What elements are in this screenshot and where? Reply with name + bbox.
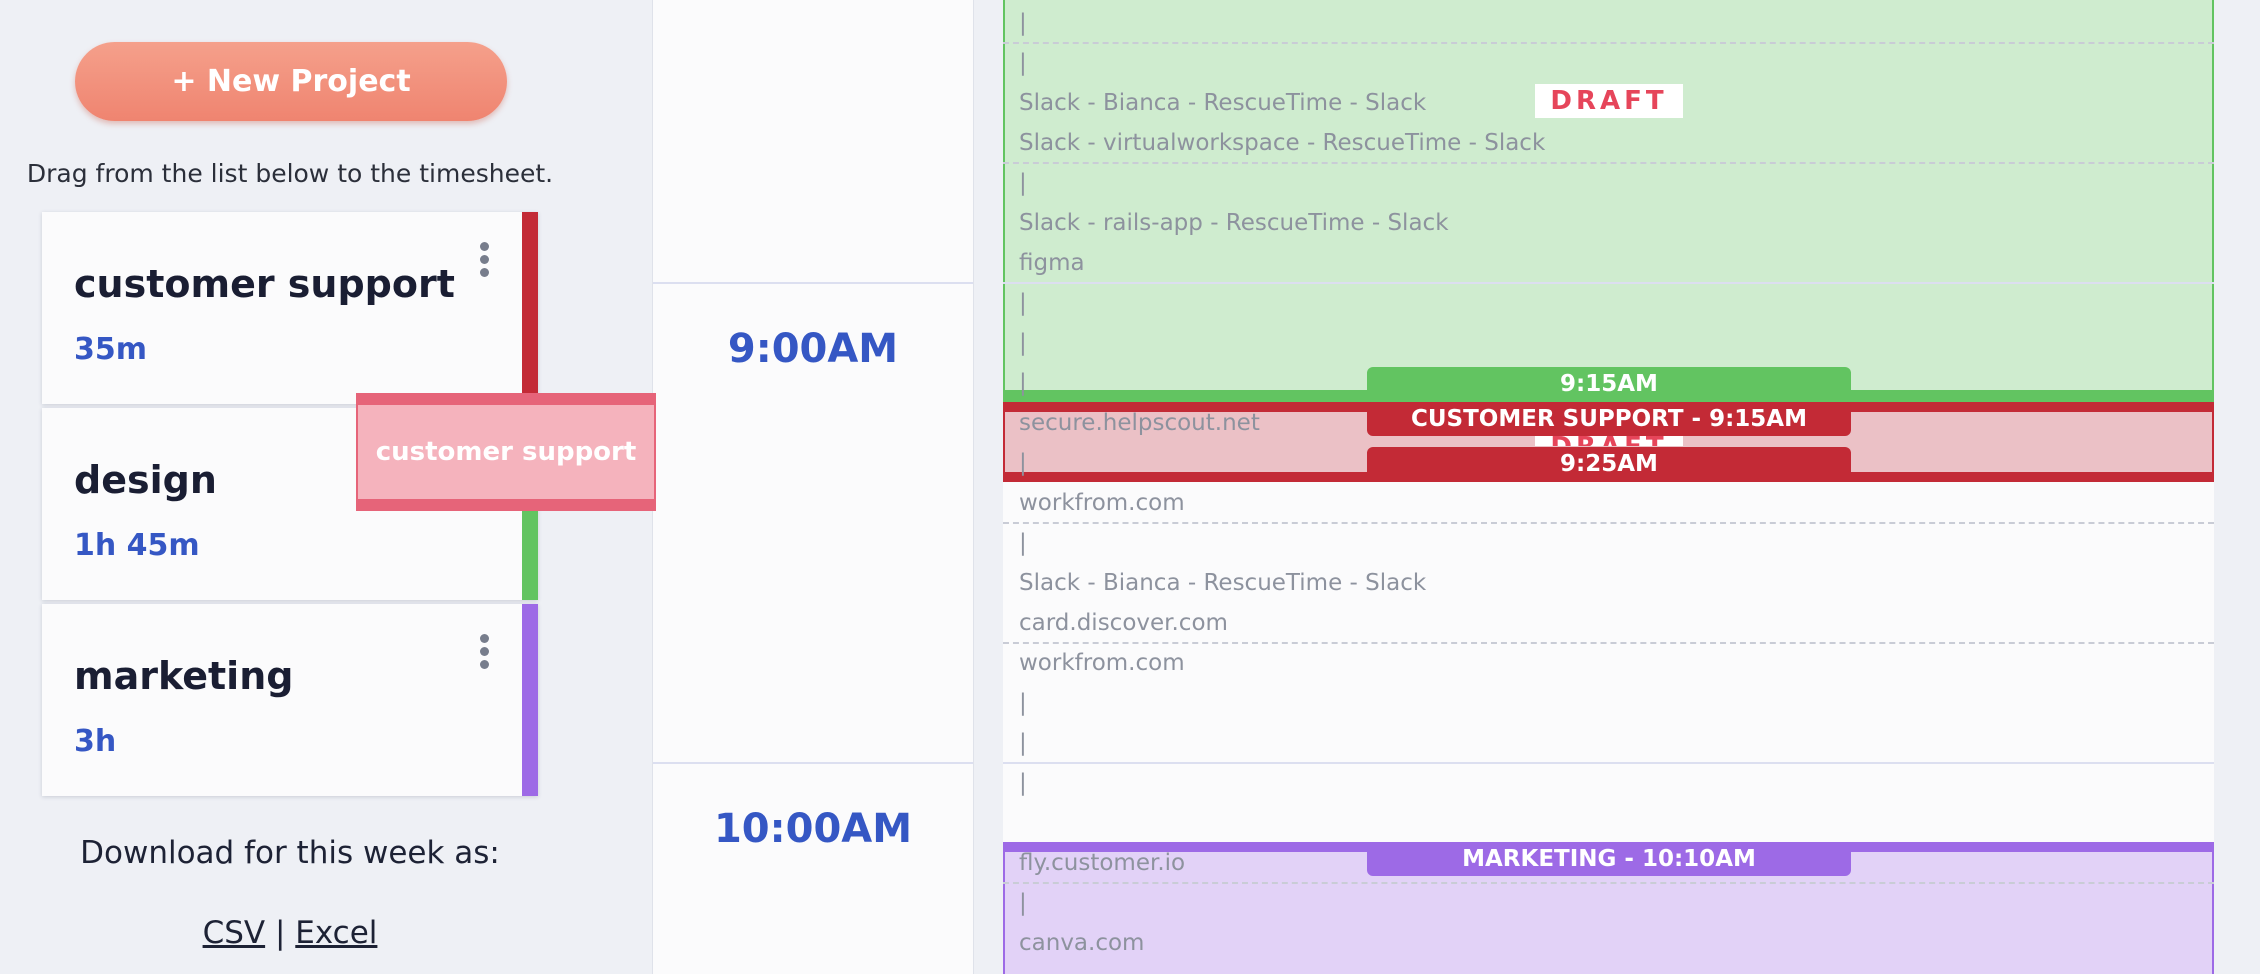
activity-entry: | — [1019, 530, 1027, 556]
timesheet-entries: DRAFT DRAFT | | Slack - Bianca - RescueT… — [1003, 0, 2214, 974]
activity-entry: secure.helpscout.net — [1019, 410, 1260, 436]
activity-entry: card.discover.com — [1019, 610, 1228, 636]
hour-divider — [1003, 762, 2214, 764]
download-separator: | — [274, 915, 286, 951]
entry-divider — [1003, 42, 2214, 44]
download-links: CSV | Excel — [0, 915, 580, 951]
activity-entry: fly.customer.io — [1019, 850, 1186, 876]
entry-divider — [1003, 642, 2214, 644]
activity-entry: | — [1019, 890, 1027, 916]
activity-entry: figma — [1019, 250, 1085, 276]
draft-badge: DRAFT — [1535, 84, 1683, 118]
right-gutter — [2214, 0, 2260, 974]
activity-entry: | — [1019, 370, 1027, 396]
entry-divider — [1003, 162, 2214, 164]
download-csv-link[interactable]: CSV — [202, 915, 266, 951]
start-time-tag[interactable]: 9:15AM — [1367, 367, 1851, 401]
hour-divider — [653, 762, 973, 764]
activity-entry: | — [1019, 330, 1027, 356]
activity-entry: Slack - virtualworkspace - RescueTime - … — [1019, 130, 1546, 156]
entry-divider — [1003, 882, 2214, 884]
dragging-project-ghost[interactable]: customer support — [356, 393, 656, 511]
more-options-icon[interactable] — [474, 242, 494, 286]
activity-entry: | — [1019, 770, 1027, 796]
ghost-label: customer support — [375, 437, 637, 467]
hour-divider — [653, 282, 973, 284]
activity-entry: | — [1019, 170, 1027, 196]
block-title-tag[interactable]: MARKETING - 10:10AM — [1367, 842, 1851, 876]
activity-entry: | — [1019, 50, 1027, 76]
project-color-stripe — [522, 212, 538, 404]
time-block-customer-support-draft[interactable] — [1003, 0, 2214, 402]
activity-entry: | — [1019, 730, 1027, 756]
hour-label-10am: 10:00AM — [713, 806, 913, 852]
new-project-button[interactable]: + New Project — [75, 42, 507, 121]
project-name: marketing — [74, 654, 294, 698]
block-title-tag[interactable]: CUSTOMER SUPPORT - 9:15AM — [1367, 402, 1851, 436]
activity-entry: workfrom.com — [1019, 650, 1185, 676]
project-card-customer-support[interactable]: customer support 35m — [42, 212, 538, 404]
project-name: customer support — [74, 262, 455, 306]
project-name: design — [74, 458, 217, 502]
project-card-marketing[interactable]: marketing 3h — [42, 604, 538, 796]
end-time-tag[interactable]: 9:25AM — [1367, 447, 1851, 481]
activity-entry: workfrom.com — [1019, 490, 1185, 516]
time-gutter: 9:00AM 10:00AM — [652, 0, 974, 974]
project-color-stripe — [522, 604, 538, 796]
activity-entry: Slack - Bianca - RescueTime - Slack — [1019, 90, 1427, 116]
more-options-icon[interactable] — [474, 634, 494, 678]
activity-entry: Slack - Bianca - RescueTime - Slack — [1019, 570, 1427, 596]
project-duration: 1h 45m — [74, 528, 200, 563]
activity-entry: Slack - rails-app - RescueTime - Slack — [1019, 210, 1449, 236]
activity-entry: | — [1019, 450, 1027, 476]
drag-hint-text: Drag from the list below to the timeshee… — [26, 159, 554, 188]
hour-label-9am: 9:00AM — [727, 326, 899, 372]
activity-entry: | — [1019, 690, 1027, 716]
download-label: Download for this week as: — [80, 835, 500, 871]
download-excel-link[interactable]: Excel — [295, 915, 378, 951]
project-duration: 35m — [74, 332, 148, 367]
project-duration: 3h — [74, 724, 117, 759]
activity-entry: | — [1019, 290, 1027, 316]
hour-divider — [1003, 282, 2214, 284]
entry-divider — [1003, 522, 2214, 524]
activity-entry: | — [1019, 10, 1027, 36]
activity-entry: canva.com — [1019, 930, 1145, 956]
